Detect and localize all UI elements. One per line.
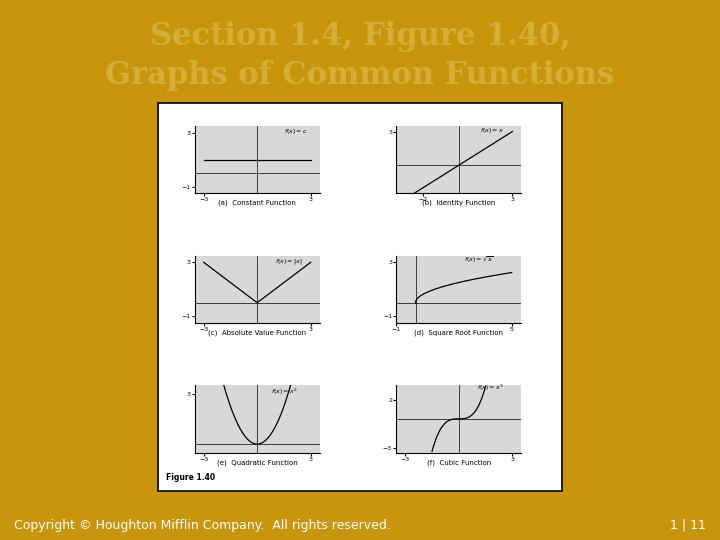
Text: Copyright © Houghton Mifflin Company.  All rights reserved.: Copyright © Houghton Mifflin Company. Al… [14,518,391,532]
Text: (c)  Absolute Value Function: (c) Absolute Value Function [208,329,306,336]
Text: $f(x) = |x|$: $f(x) = |x|$ [275,256,302,266]
Text: (f)  Cubic Function: (f) Cubic Function [427,459,491,465]
Text: $f(x) = x^2$: $f(x) = x^2$ [271,387,298,397]
FancyBboxPatch shape [158,103,562,491]
Text: (e)  Quadratic Function: (e) Quadratic Function [217,459,297,465]
Text: $f(x) = c$: $f(x) = c$ [284,127,307,136]
Text: $f(x) = x$: $f(x) = x$ [480,125,505,134]
Text: (a)  Constant Function: (a) Constant Function [218,200,296,206]
Text: Section 1.4, Figure 1.40,: Section 1.4, Figure 1.40, [150,22,570,52]
Text: $f(x) = x^3$: $f(x) = x^3$ [477,383,503,393]
Text: Figure 1.40: Figure 1.40 [166,473,215,482]
Text: (d)  Square Root Function: (d) Square Root Function [414,329,503,336]
Text: $f(x) = \sqrt{x}$: $f(x) = \sqrt{x}$ [464,255,493,265]
Text: 1 | 11: 1 | 11 [670,518,706,532]
Text: Graphs of Common Functions: Graphs of Common Functions [105,60,615,91]
Text: (b)  Identity Function: (b) Identity Function [422,200,495,206]
